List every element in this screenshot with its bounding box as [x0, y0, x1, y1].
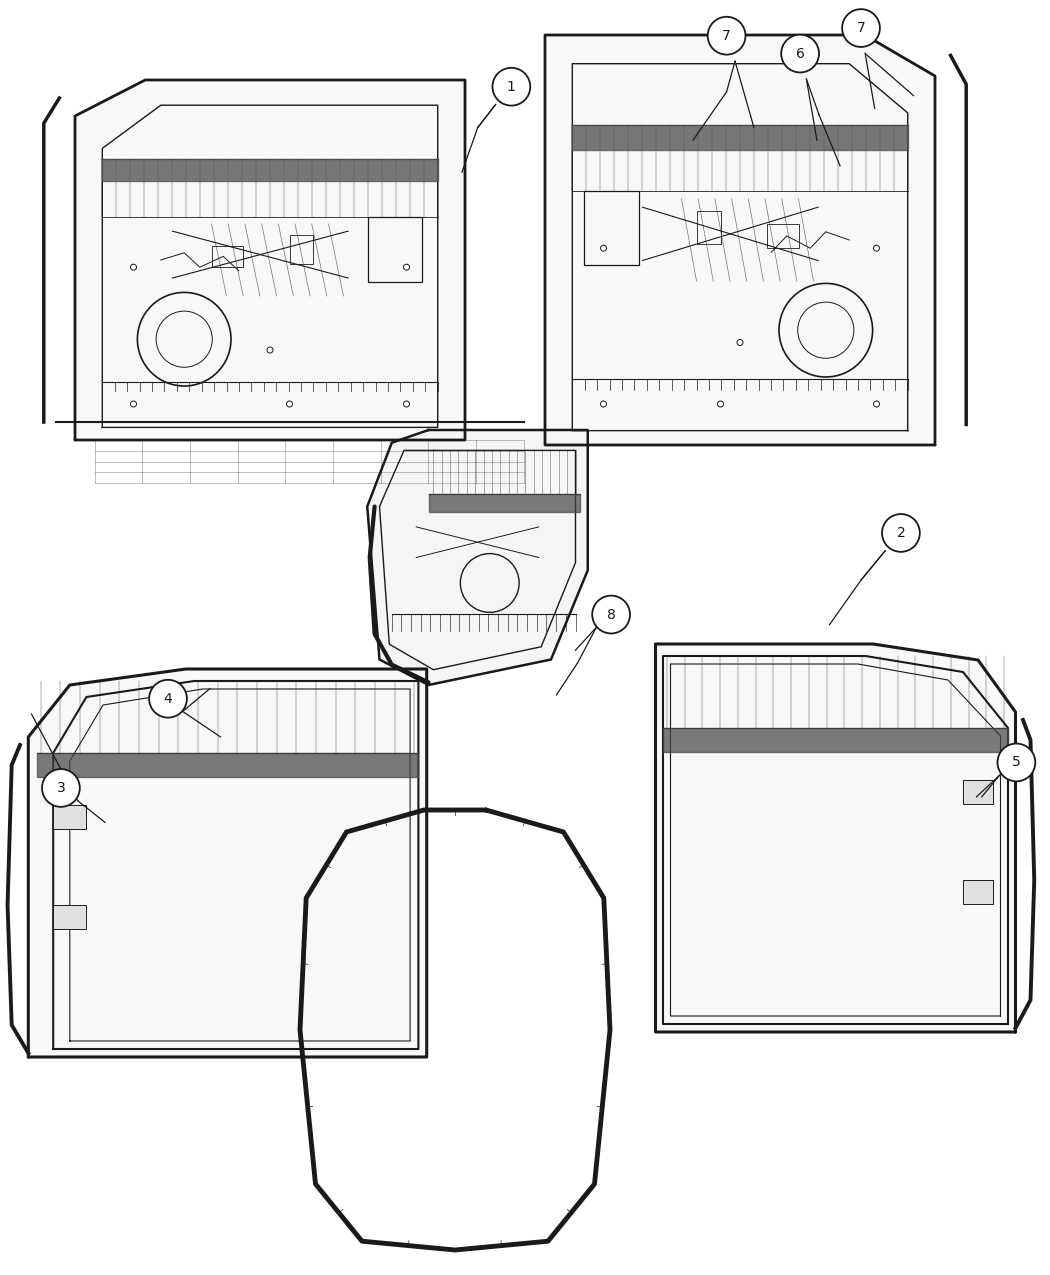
- Circle shape: [842, 9, 880, 47]
- Bar: [211, 246, 243, 268]
- Bar: [768, 223, 798, 249]
- Circle shape: [403, 402, 410, 407]
- Polygon shape: [37, 754, 418, 776]
- Circle shape: [42, 769, 80, 807]
- Circle shape: [601, 245, 607, 251]
- Bar: [54, 805, 86, 829]
- Text: 4: 4: [164, 692, 172, 705]
- Polygon shape: [102, 159, 438, 181]
- Bar: [368, 217, 422, 282]
- Circle shape: [130, 402, 136, 407]
- Text: 3: 3: [57, 782, 65, 794]
- Polygon shape: [545, 34, 934, 445]
- Text: 7: 7: [722, 29, 731, 42]
- Circle shape: [287, 402, 293, 407]
- Polygon shape: [655, 644, 1015, 1031]
- Text: 1: 1: [507, 80, 516, 93]
- Bar: [963, 780, 993, 805]
- Circle shape: [492, 68, 530, 106]
- Polygon shape: [75, 80, 465, 440]
- Text: 5: 5: [1012, 756, 1021, 769]
- Polygon shape: [368, 430, 588, 685]
- Bar: [290, 235, 313, 264]
- Circle shape: [737, 339, 743, 346]
- Circle shape: [874, 402, 880, 407]
- Polygon shape: [428, 493, 581, 511]
- Circle shape: [708, 17, 746, 55]
- Bar: [697, 212, 720, 244]
- Circle shape: [601, 402, 607, 407]
- Circle shape: [717, 402, 723, 407]
- Bar: [584, 191, 638, 265]
- Circle shape: [130, 264, 136, 270]
- Circle shape: [781, 34, 819, 73]
- Polygon shape: [663, 728, 1008, 752]
- Bar: [54, 905, 86, 929]
- Circle shape: [874, 245, 880, 251]
- Circle shape: [403, 264, 410, 270]
- Bar: [963, 880, 993, 904]
- Circle shape: [882, 514, 920, 552]
- Polygon shape: [572, 125, 907, 149]
- Text: 2: 2: [897, 527, 905, 539]
- Circle shape: [592, 595, 630, 634]
- Text: 6: 6: [796, 47, 804, 60]
- Circle shape: [267, 347, 273, 353]
- Text: 8: 8: [607, 608, 615, 621]
- Circle shape: [149, 680, 187, 718]
- Polygon shape: [28, 669, 426, 1057]
- Circle shape: [998, 743, 1035, 782]
- Text: 7: 7: [857, 22, 865, 34]
